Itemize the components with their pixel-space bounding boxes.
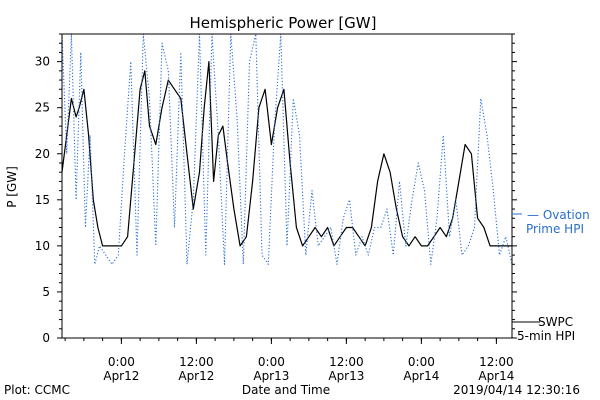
plot-credit: Plot: CCMC xyxy=(4,383,70,397)
series-line-swpc xyxy=(61,60,512,247)
x-tick-time-label: 0:00 xyxy=(408,355,435,369)
plot-frame xyxy=(61,33,513,339)
x-tick-time-label: 0:00 xyxy=(108,355,135,369)
x-tick-date-label: Apr14 xyxy=(478,369,514,383)
x-tick-time-label: 0:00 xyxy=(258,355,285,369)
x-axis-label: Date and Time xyxy=(242,383,330,397)
legend-swpc-line2: 5-min HPI xyxy=(517,329,575,343)
plot-timestamp: 2019/04/14 12:30:16 xyxy=(453,383,580,397)
series-layer xyxy=(61,33,513,265)
y-tick-label: 30 xyxy=(35,55,50,69)
legend-ovation-line2: Prime HPI xyxy=(526,222,584,236)
x-tick-date-label: Apr13 xyxy=(328,369,364,383)
chart-title: Hemispheric Power [GW] xyxy=(190,14,377,32)
y-tick-label: 0 xyxy=(42,331,50,345)
y-tick-label: 15 xyxy=(35,193,50,207)
x-tick-date-label: Apr12 xyxy=(103,369,139,383)
y-axis-ticks: 0 5 10 15 20 25 30 xyxy=(35,33,517,345)
legend-ovation-line1: — Ovation xyxy=(527,208,590,222)
x-tick-time-label: 12:00 xyxy=(179,355,214,369)
y-tick-label: 10 xyxy=(35,239,50,253)
x-tick-date-label: Apr12 xyxy=(178,369,214,383)
y-axis-label: P [GW] xyxy=(5,166,19,208)
x-tick-date-label: Apr13 xyxy=(253,369,289,383)
x-axis-ticks: 0:00Apr1212:00Apr120:00Apr1312:00Apr130:… xyxy=(64,338,514,383)
y-tick-label: 20 xyxy=(35,147,50,161)
x-tick-date-label: Apr14 xyxy=(403,369,439,383)
series-line-ovation xyxy=(61,33,513,265)
x-tick-time-label: 12:00 xyxy=(479,355,514,369)
y-tick-label: 25 xyxy=(35,101,50,115)
x-tick-time-label: 12:00 xyxy=(329,355,364,369)
legend-swpc-line1: SWPC xyxy=(538,315,573,329)
y-tick-label: 5 xyxy=(42,285,50,299)
